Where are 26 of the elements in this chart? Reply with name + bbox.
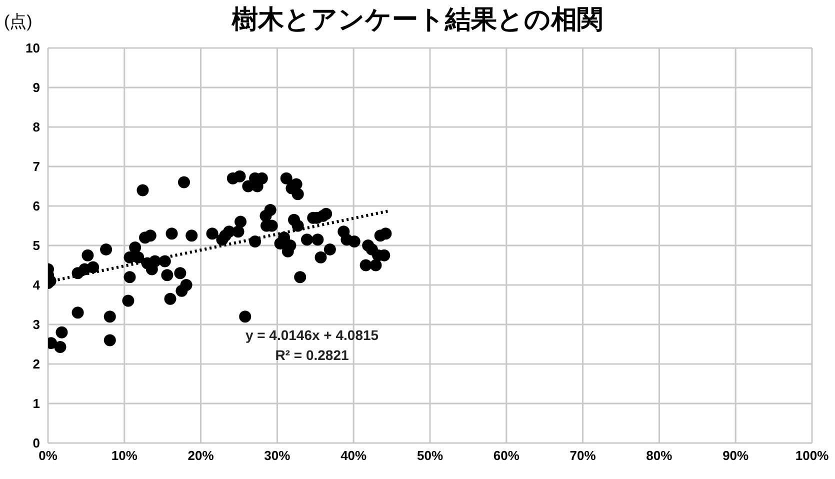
x-tick-label: 50% [416,448,444,464]
y-tick-label: 7 [32,159,40,174]
x-tick-label: 40% [340,448,368,464]
x-tick-label: 90% [722,448,750,464]
annotation: y = 4.0146x + 4.0815 [245,327,379,343]
x-tick-label: 80% [646,448,673,464]
y-tick-label: 0 [32,436,40,451]
y-tick-label: 5 [32,238,40,254]
y-axis-title: (点) [4,11,32,33]
y-tick-label: 9 [32,80,40,96]
annotation: R² = 0.2821 [275,347,349,363]
y-tick-label: 3 [32,317,40,332]
y-tick-label: 2 [32,356,40,372]
y-tick-label: 4 [32,278,41,293]
x-tick-label: 0% [38,448,58,464]
y-tick-label: 6 [32,198,40,214]
y-tick-label: 1 [32,396,40,412]
x-tick-label: 60% [493,448,520,464]
chart-title: 樹木とアンケート結果との相関 [232,4,603,34]
y-tick-label: 8 [32,120,40,135]
y-tick-label: 10 [26,40,40,56]
x-tick-label: 20% [188,448,214,464]
x-tick-label: 10% [111,448,138,464]
x-tick-label: 70% [570,448,596,464]
x-tick-label: 100% [795,448,830,464]
x-tick-label: 30% [264,448,291,464]
